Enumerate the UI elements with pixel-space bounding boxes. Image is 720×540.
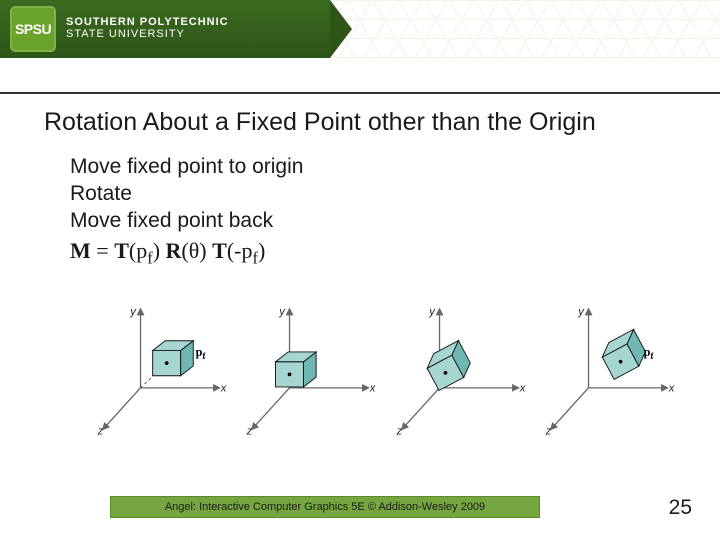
formula-T1p: (p: [129, 238, 147, 263]
logo-line2: STATE UNIVERSITY: [66, 29, 229, 41]
svg-text:pf: pf: [644, 345, 655, 362]
diagram-panel-4: y x z pf: [540, 302, 680, 452]
footer-credit: Angel: Interactive Computer Graphics 5E …: [165, 501, 485, 513]
formula-T1: T: [114, 238, 129, 263]
svg-text:y: y: [428, 306, 436, 318]
svg-text:x: x: [220, 383, 227, 395]
slide-title: Rotation About a Fixed Point other than …: [44, 108, 596, 137]
svg-text:z: z: [97, 426, 104, 438]
logo-badge: SPSU: [10, 6, 56, 52]
formula-R: R: [166, 238, 182, 263]
svg-text:z: z: [246, 426, 253, 438]
formula-eq: =: [91, 238, 114, 263]
formula-T2: T: [212, 238, 227, 263]
svg-text:pf: pf: [196, 345, 207, 362]
svg-text:y: y: [577, 306, 585, 318]
slide-number: 25: [669, 496, 692, 520]
header-hex-background: [330, 0, 720, 58]
header-rule: [0, 92, 720, 94]
bullet-1: Move fixed point to origin: [70, 154, 303, 181]
diagram-panel-3: y x z: [391, 302, 531, 452]
svg-text:z: z: [545, 426, 552, 438]
svg-text:z: z: [395, 426, 402, 438]
formula-M: M: [70, 238, 91, 263]
diagram-row: y x z pf y x z: [92, 302, 680, 452]
svg-text:y: y: [279, 306, 287, 318]
diagram-panel-2: y x z: [241, 302, 381, 452]
footer-bar: Angel: Interactive Computer Graphics 5E …: [110, 496, 540, 518]
formula-T2p: (-p: [227, 238, 253, 263]
body-text: Move fixed point to origin Rotate Move f…: [70, 154, 303, 268]
svg-text:x: x: [668, 383, 675, 395]
bullet-2: Rotate: [70, 181, 303, 208]
svg-text:x: x: [518, 383, 525, 395]
logo-text: SOUTHERN POLYTECHNIC STATE UNIVERSITY: [66, 17, 229, 40]
formula-T1c: ): [153, 238, 166, 263]
logo-abbrev: SPSU: [15, 21, 51, 37]
svg-text:x: x: [369, 383, 376, 395]
formula-Rb: (θ): [181, 238, 212, 263]
svg-text:y: y: [129, 306, 137, 318]
header-banner: SPSU SOUTHERN POLYTECHNIC STATE UNIVERSI…: [0, 0, 330, 58]
formula-T2c: ): [258, 238, 265, 263]
formula: M = T(pf) R(θ) T(-pf): [70, 237, 303, 269]
bullet-3: Move fixed point back: [70, 208, 303, 235]
diagram-panel-1: y x z pf: [92, 302, 232, 452]
